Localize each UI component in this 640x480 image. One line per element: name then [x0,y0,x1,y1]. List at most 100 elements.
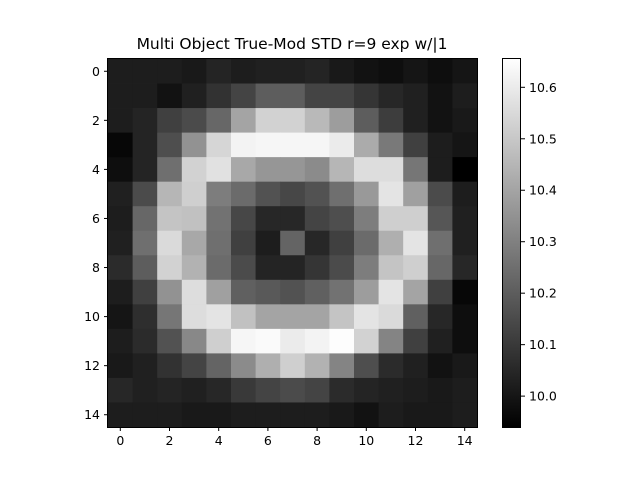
heatmap-cell-6-10 [354,206,379,232]
x-tick-label: 8 [313,433,321,448]
heatmap-cell-1-2 [157,83,183,109]
heatmap-cell-1-7 [280,83,306,109]
heatmap-cell-13-5 [231,377,256,403]
heatmap-cell-7-8 [304,230,330,256]
heatmap-cell-13-10 [354,377,379,403]
heatmap-cell-9-5 [231,279,256,305]
heatmap-cell-13-0 [108,377,133,403]
heatmap-cell-9-13 [427,279,453,305]
heatmap-cell-1-13 [427,83,453,109]
heatmap-cell-2-14 [452,108,478,133]
heatmap-cell-7-3 [181,230,207,256]
heatmap-cell-4-2 [157,157,183,183]
heatmap-cell-2-0 [108,108,133,133]
heatmap-cell-6-0 [108,206,133,232]
heatmap-cell-0-2 [157,59,183,84]
heatmap-cell-12-12 [403,353,429,379]
heatmap-cell-0-7 [280,59,306,84]
heatmap-cell-13-1 [132,377,158,403]
heatmap-cell-8-13 [427,255,453,281]
heatmap-cell-0-5 [231,59,256,84]
colorbar-tick-label: 10.2 [529,286,557,301]
x-tick-label: 10 [358,433,374,448]
heatmap-cell-11-0 [108,328,133,354]
colorbar-tick-label: 10.3 [529,234,557,249]
heatmap-cell-6-11 [378,206,404,232]
heatmap-cell-5-11 [378,181,404,207]
heatmap-cell-5-14 [452,181,478,207]
heatmap-cell-12-14 [452,353,478,379]
heatmap-cell-12-0 [108,353,133,379]
heatmap-cell-4-1 [132,157,158,183]
heatmap-cell-7-0 [108,230,133,256]
colorbar-axis: 10.0 10.1 10.2 10.3 10.4 10.5 10.6 [521,80,557,404]
heatmap-cell-11-5 [231,328,256,354]
heatmap-cell-4-13 [427,157,453,183]
heatmap-cell-7-10 [354,230,379,256]
heatmap-cell-5-4 [206,181,232,207]
heatmap-cell-8-10 [354,255,379,281]
heatmap-cell-0-3 [181,59,207,84]
heatmap-cell-0-10 [354,59,379,84]
heatmap-cell-6-5 [231,206,256,232]
heatmap-cell-2-11 [378,108,404,133]
x-tick-label: 14 [457,433,473,448]
heatmap-cell-8-7 [280,255,306,281]
heatmap-cell-9-0 [108,279,133,305]
heatmap-cell-5-6 [255,181,281,207]
heatmap-cell-0-4 [206,59,232,84]
heatmap-cell-11-9 [329,328,355,354]
heatmap-cell-5-7 [280,181,306,207]
heatmap-cell-3-1 [132,132,158,158]
y-axis: 0 2 4 6 8 10 12 14 [84,64,108,422]
heatmap-cell-2-4 [206,108,232,133]
heatmap-cell-10-13 [427,304,453,330]
heatmap-cell-9-3 [181,279,207,305]
heatmap-cell-7-4 [206,230,232,256]
heatmap-cell-5-0 [108,181,133,207]
heatmap-cell-14-0 [108,402,133,428]
heatmap-cell-9-2 [157,279,183,305]
heatmap-cell-3-13 [427,132,453,158]
heatmap-cell-6-3 [181,206,207,232]
heatmap-cell-9-14 [452,279,478,305]
heatmap-cell-11-14 [452,328,478,354]
heatmap-cell-4-6 [255,157,281,183]
heatmap-cell-10-5 [231,304,256,330]
heatmap-cell-8-5 [231,255,256,281]
heatmap-cell-3-0 [108,132,133,158]
heatmap-cell-13-12 [403,377,429,403]
x-axis: 0 2 4 6 8 10 12 14 [116,427,473,448]
heatmap-cell-1-6 [255,83,281,109]
heatmap-cell-2-2 [157,108,183,133]
heatmap-cell-0-8 [304,59,330,84]
heatmap-cell-1-12 [403,83,429,109]
heatmap-cell-10-14 [452,304,478,330]
heatmap-cell-4-7 [280,157,306,183]
heatmap-cell-14-12 [403,402,429,428]
heatmap-cell-0-14 [452,59,478,84]
heatmap-cell-7-14 [452,230,478,256]
heatmap-cell-11-6 [255,328,281,354]
heatmap-cell-13-3 [181,377,207,403]
heatmap-cell-10-6 [255,304,281,330]
heatmap-cell-9-7 [280,279,306,305]
chart-title: Multi Object True-Mod STD r=9 exp w/|1 [137,35,448,53]
heatmap-cell-0-13 [427,59,453,84]
y-tick-label: 14 [84,407,100,422]
heatmap-cell-9-9 [329,279,355,305]
heatmap-cell-11-3 [181,328,207,354]
heatmap-cell-8-8 [304,255,330,281]
heatmap-cell-1-3 [181,83,207,109]
heatmap-cell-14-10 [354,402,379,428]
heatmap-cell-10-9 [329,304,355,330]
heatmap-cell-7-13 [427,230,453,256]
heatmap-cell-6-13 [427,206,453,232]
heatmap-cell-2-1 [132,108,158,133]
heatmap-cell-3-12 [403,132,429,158]
heatmap-cell-0-1 [132,59,158,84]
x-tick-label: 12 [408,433,424,448]
heatmap-cell-10-12 [403,304,429,330]
heatmap-cell-14-14 [452,402,478,428]
heatmap-cell-5-1 [132,181,158,207]
